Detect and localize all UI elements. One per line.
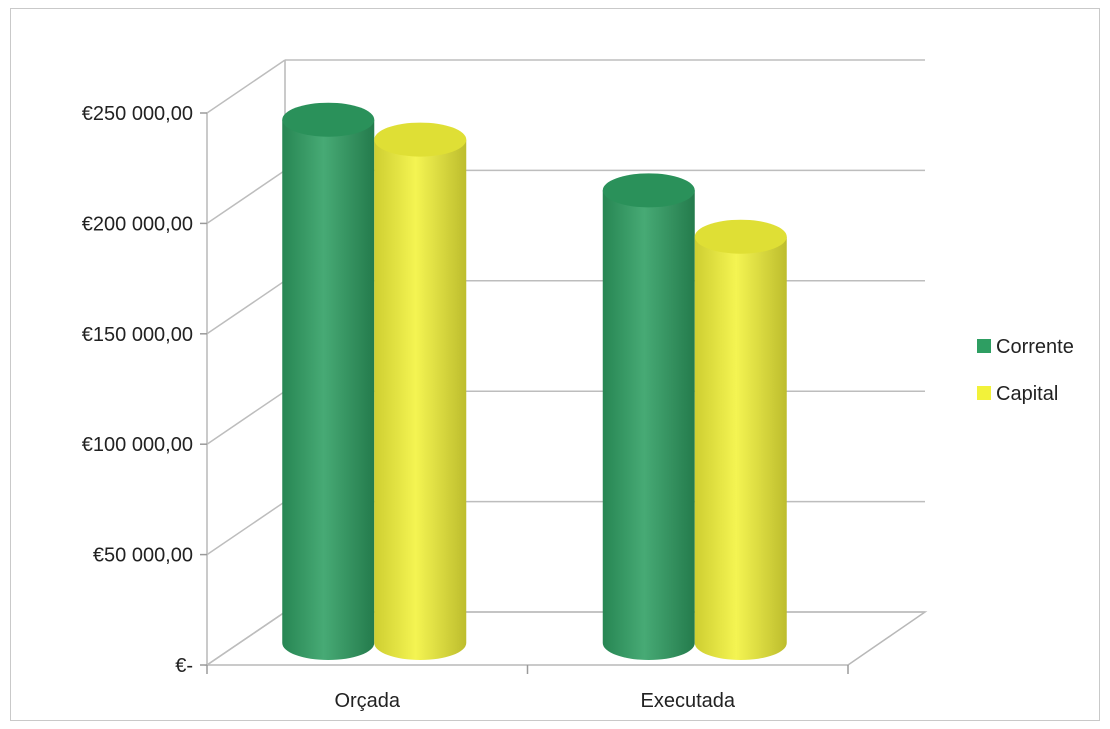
bar-top — [694, 219, 787, 254]
bars — [282, 102, 787, 661]
bar-capital-executada — [694, 219, 787, 660]
y-tick-label: €250 000,00 — [82, 103, 193, 125]
gridline-side — [206, 280, 286, 335]
y-tick-label: €200 000,00 — [82, 213, 193, 235]
bar-top — [282, 102, 375, 137]
legend-swatch — [977, 339, 991, 353]
y-tick-label: €- — [175, 655, 193, 677]
y-axis-tick-labels: €- €50 000,00 €100 000,00 €150 000,00 €200 0… — [82, 103, 193, 677]
legend-label: Capital — [996, 383, 1058, 405]
bar-body — [602, 190, 695, 661]
x-axis-category-labels: Orçada Executada — [334, 690, 735, 712]
bar-body — [694, 236, 787, 660]
gridline-side — [206, 390, 286, 445]
gridline-side — [206, 611, 286, 666]
x-category-label: Orçada — [334, 690, 400, 712]
legend: Corrente Capital — [977, 336, 1074, 405]
bar-body — [282, 119, 375, 661]
bar-body — [374, 139, 467, 661]
y-tick-label: €50 000,00 — [93, 545, 193, 567]
chart-frame — [10, 8, 1100, 721]
bar-capital-orçada — [374, 122, 467, 661]
gridline-side — [206, 500, 286, 556]
gridline-side — [206, 169, 286, 225]
x-category-label: Executada — [640, 690, 735, 712]
bar-corrente-orçada — [282, 102, 375, 661]
y-tick-label: €100 000,00 — [82, 434, 193, 456]
bar-top — [602, 173, 695, 208]
legend-swatch — [977, 386, 991, 400]
bar-corrente-executada — [602, 173, 695, 661]
bar-top — [374, 122, 467, 157]
gridline-side — [206, 59, 286, 114]
legend-label: Corrente — [996, 336, 1074, 358]
y-tick-label: €150 000,00 — [82, 324, 193, 346]
